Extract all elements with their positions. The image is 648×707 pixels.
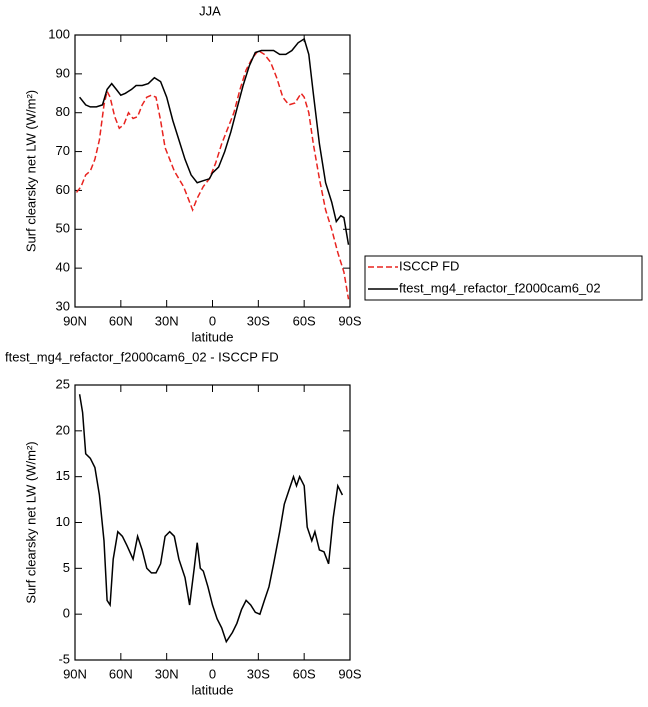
x-tick-label: 30N — [155, 666, 179, 681]
x-tick-label: 60S — [293, 666, 316, 681]
y-tick-label: 10 — [56, 514, 70, 529]
x-tick-label: 60N — [109, 666, 133, 681]
x-tick-label: 0 — [209, 313, 216, 328]
chart-title: JJA — [199, 3, 221, 18]
legend-label: ISCCP FD — [399, 258, 459, 273]
y-tick-label: 0 — [63, 606, 70, 621]
y-tick-label: 30 — [56, 298, 70, 313]
legend-box — [364, 255, 643, 301]
x-axis-label: latitude — [192, 329, 234, 344]
data-line — [79, 37, 350, 245]
x-axis-label: latitude — [192, 682, 234, 697]
plot-frame — [74, 384, 351, 661]
y-tick-label: -5 — [58, 651, 70, 666]
y-tick-label: 100 — [48, 26, 70, 41]
y-tick-label: 70 — [56, 143, 70, 158]
x-tick-label: 0 — [209, 666, 216, 681]
x-tick-label: 60S — [293, 313, 316, 328]
y-tick-label: 5 — [63, 560, 70, 575]
data-line — [75, 49, 350, 300]
y-tick-label: 20 — [56, 422, 70, 437]
x-tick-label: 90N — [63, 313, 87, 328]
x-tick-label: 30S — [247, 313, 270, 328]
y-tick-label: 50 — [56, 221, 70, 236]
x-tick-label: 30N — [155, 313, 179, 328]
legend-label: ftest_mg4_refactor_f2000cam6_02 — [399, 280, 601, 295]
y-tick-label: 15 — [56, 468, 70, 483]
y-tick-label: 25 — [56, 376, 70, 391]
y-tick-label: 40 — [56, 260, 70, 275]
y-tick-label: 60 — [56, 182, 70, 197]
y-axis-label: Surf clearsky net LW (W/m²) — [23, 441, 38, 603]
x-tick-label: 30S — [247, 666, 270, 681]
chart-title: ftest_mg4_refactor_f2000cam6_02 - ISCCP … — [5, 349, 279, 364]
x-tick-label: 90N — [63, 666, 87, 681]
data-line — [78, 394, 344, 644]
x-tick-label: 90S — [338, 313, 361, 328]
y-tick-label: 90 — [56, 65, 70, 80]
y-tick-label: 80 — [56, 104, 70, 119]
x-tick-label: 60N — [109, 313, 133, 328]
y-axis-label: Surf clearsky net LW (W/m²) — [23, 90, 38, 252]
x-tick-label: 90S — [338, 666, 361, 681]
